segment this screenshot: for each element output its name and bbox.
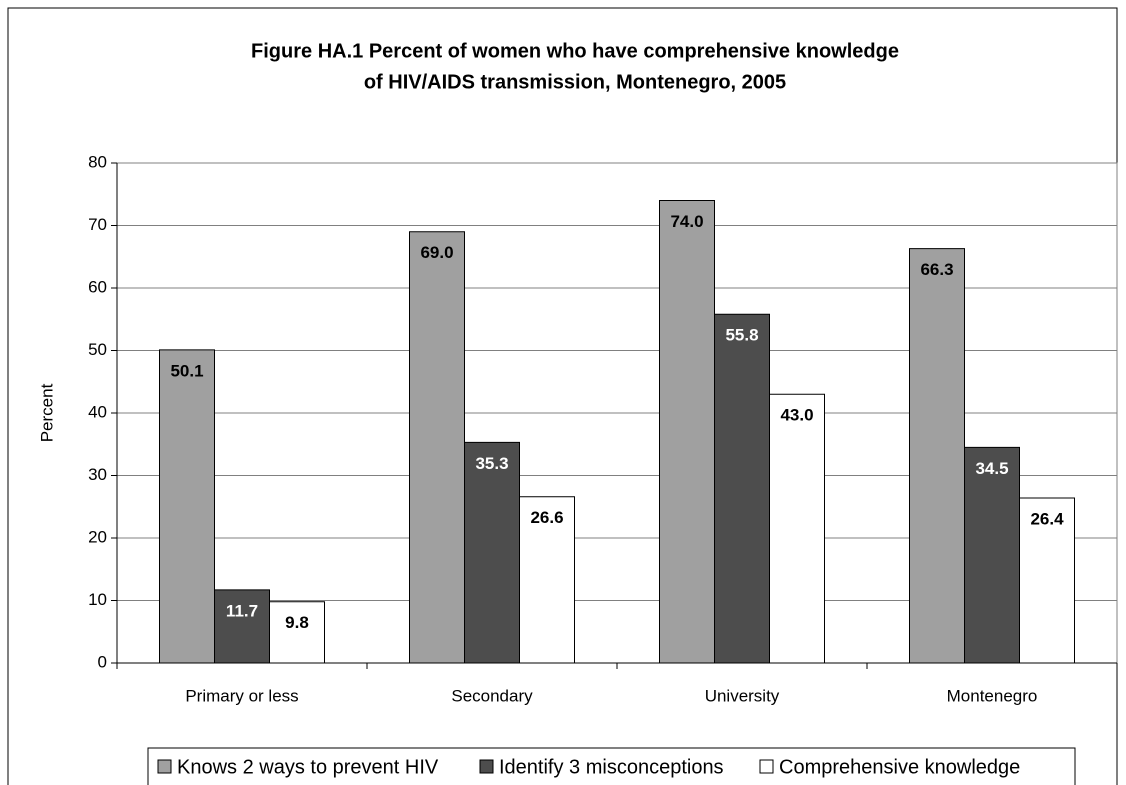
value-label: 50.1 <box>170 361 203 380</box>
chart-title: of HIV/AIDS transmission, Montenegro, 20… <box>364 71 786 93</box>
legend-swatch <box>479 759 494 774</box>
value-label: 43.0 <box>780 406 813 425</box>
y-tick-label: 10 <box>88 590 107 609</box>
bar <box>714 313 770 664</box>
bar <box>909 248 965 664</box>
value-label: 66.3 <box>920 260 953 279</box>
y-tick-label: 80 <box>88 152 107 171</box>
value-label: 35.3 <box>475 454 508 473</box>
bar <box>1019 497 1075 664</box>
y-tick-label: 70 <box>88 215 107 234</box>
legend-swatch <box>759 759 774 774</box>
value-label: 74.0 <box>670 212 703 231</box>
value-label: 69.0 <box>420 243 453 262</box>
bar <box>964 446 1020 664</box>
y-tick-label: 0 <box>98 652 107 671</box>
bar <box>769 393 825 664</box>
bar <box>159 349 215 664</box>
bar <box>409 231 465 664</box>
legend-label: Knows 2 ways to prevent HIV <box>177 756 439 778</box>
legend-swatch <box>157 759 172 774</box>
value-label: 9.8 <box>285 613 309 632</box>
x-tick-label: Montenegro <box>947 686 1038 705</box>
value-label: 55.8 <box>725 326 758 345</box>
x-tick-label: University <box>705 686 780 705</box>
value-label: 26.4 <box>1030 509 1064 528</box>
x-tick-label: Secondary <box>451 686 533 705</box>
x-tick-label: Primary or less <box>185 686 298 705</box>
bar <box>519 496 575 664</box>
y-axis-label: Percent <box>37 383 56 442</box>
bar <box>659 200 715 664</box>
y-tick-label: 20 <box>88 527 107 546</box>
bar <box>269 601 325 664</box>
legend-label: Comprehensive knowledge <box>779 756 1020 778</box>
bar <box>464 441 520 664</box>
y-tick-label: 30 <box>88 465 107 484</box>
y-tick-label: 60 <box>88 277 107 296</box>
value-label: 26.6 <box>530 508 563 527</box>
value-label: 11.7 <box>226 601 258 620</box>
value-label: 34.5 <box>975 459 1008 478</box>
legend-box <box>147 747 1076 785</box>
chart-title: Figure HA.1 Percent of women who have co… <box>251 40 899 62</box>
y-tick-label: 40 <box>88 402 107 421</box>
y-tick-label: 50 <box>88 340 107 359</box>
legend-label: Identify 3 misconceptions <box>499 756 724 778</box>
